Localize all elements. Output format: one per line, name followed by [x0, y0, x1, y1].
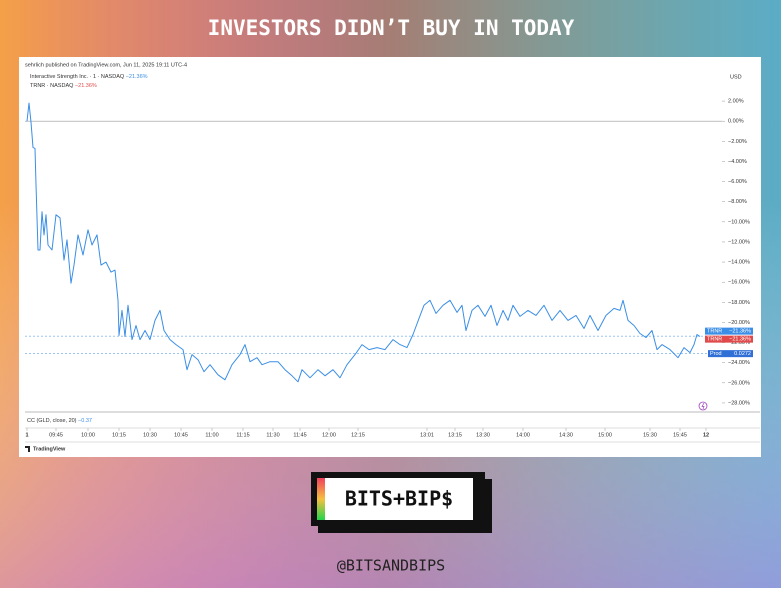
x-tick-label: 13:15	[448, 432, 462, 438]
price-tag-symbol: TRNR	[707, 337, 722, 343]
plot: 2.00% 0.00% −2.00% −4.00% −6.00% −8.00% −10.00…	[25, 99, 753, 438]
y-tick-label: −2.00%	[728, 139, 747, 145]
chart-card	[19, 57, 761, 457]
y-tick-label: −6.00%	[728, 179, 747, 185]
symbol-title-text: Interactive Strength Inc. · 1 · NASDAQ	[30, 74, 125, 80]
y-tick-label: −4.00%	[728, 159, 747, 165]
series-change: −21.36%	[75, 83, 97, 89]
y-tick-label: −8.00%	[728, 199, 747, 205]
price-tag-symbol: TRNR	[707, 329, 722, 335]
x-tick-label: 14:30	[559, 432, 573, 438]
y-tick-label: −12.00%	[728, 239, 750, 245]
attribution: sehrlich published on TradingView.com, J…	[25, 62, 187, 68]
prod-tag-label: Prod	[710, 351, 722, 357]
x-tick-label: 10:00	[81, 432, 95, 438]
y-tick-label: −24.00%	[728, 360, 750, 366]
logo-stripe	[317, 478, 325, 520]
x-tick-label: 15:45	[673, 432, 687, 438]
y-tick-label: −22.00%	[728, 340, 750, 346]
x-tick-label: 15:00	[598, 432, 612, 438]
y-tick-label: −26.00%	[728, 380, 750, 386]
price-tag-value: −21.36%	[729, 337, 751, 343]
series-name: TRNR · NASDAQ	[30, 83, 74, 89]
tradingview-logo: TradingView	[33, 446, 66, 452]
x-tick-label: 11:30	[266, 432, 279, 438]
price-tag	[705, 327, 753, 335]
x-tick-label: 12:00	[322, 432, 336, 438]
x-tick-label: 12:15	[351, 432, 365, 438]
y-tick-label: −28.00%	[728, 400, 750, 406]
x-tick-label: 12	[703, 432, 709, 438]
symbol-change: −21.36%	[126, 74, 148, 80]
y-tick-label: −10.00%	[728, 219, 750, 225]
price-tag-value: −21.36%	[729, 329, 751, 335]
x-tick-label: 11:45	[293, 432, 306, 438]
y-tick-label: −20.00%	[728, 320, 750, 326]
price-tag	[705, 335, 753, 343]
x-tick-label: 10:45	[174, 432, 188, 438]
headline: INVESTORS DIDN’T BUY IN TODAY	[208, 16, 575, 40]
logo-box	[325, 478, 473, 520]
prod-tag-value: 0.0272	[734, 351, 751, 357]
x-tick-label: 10:15	[112, 432, 126, 438]
y-tick-label: 0.00%	[728, 119, 744, 125]
y-tick-label: −14.00%	[728, 260, 750, 266]
tradingview-icon	[25, 446, 30, 452]
x-tick-label: 13:30	[476, 432, 490, 438]
brand-handle: @BITSANDBIPS	[337, 557, 445, 575]
indicator-name: CC (GLD, close, 20)	[27, 418, 77, 424]
currency: USD	[730, 74, 742, 80]
lightning-icon	[701, 402, 705, 410]
legend-entry: TRNR · NASDAQ −21.36%	[30, 83, 97, 89]
brand-logo: BITS+BIP$	[345, 487, 453, 511]
lightning-icon	[698, 401, 708, 411]
x-tick-label: 15:30	[643, 432, 657, 438]
x-tick-label: 09:45	[49, 432, 63, 438]
indicator: CC (GLD, close, 20) −0.37	[27, 418, 92, 424]
y-tick-label: −18.00%	[728, 300, 750, 306]
x-tick-label: 1	[25, 432, 28, 438]
y-tick-label: −16.00%	[728, 280, 750, 286]
x-tick-label: 14:00	[516, 432, 530, 438]
x-tick-label: 10:30	[143, 432, 157, 438]
price-line	[26, 102, 701, 383]
x-tick-label: 11:00	[205, 432, 218, 438]
x-tick-label: 13:01	[420, 432, 434, 438]
x-tick-label: 11:15	[236, 432, 249, 438]
indicator-value: −0.37	[78, 418, 92, 424]
symbol-title: Interactive Strength Inc. · 1 · NASDAQ −…	[30, 74, 148, 80]
prod-tag	[708, 350, 753, 358]
y-tick-label: 2.00%	[728, 99, 744, 105]
